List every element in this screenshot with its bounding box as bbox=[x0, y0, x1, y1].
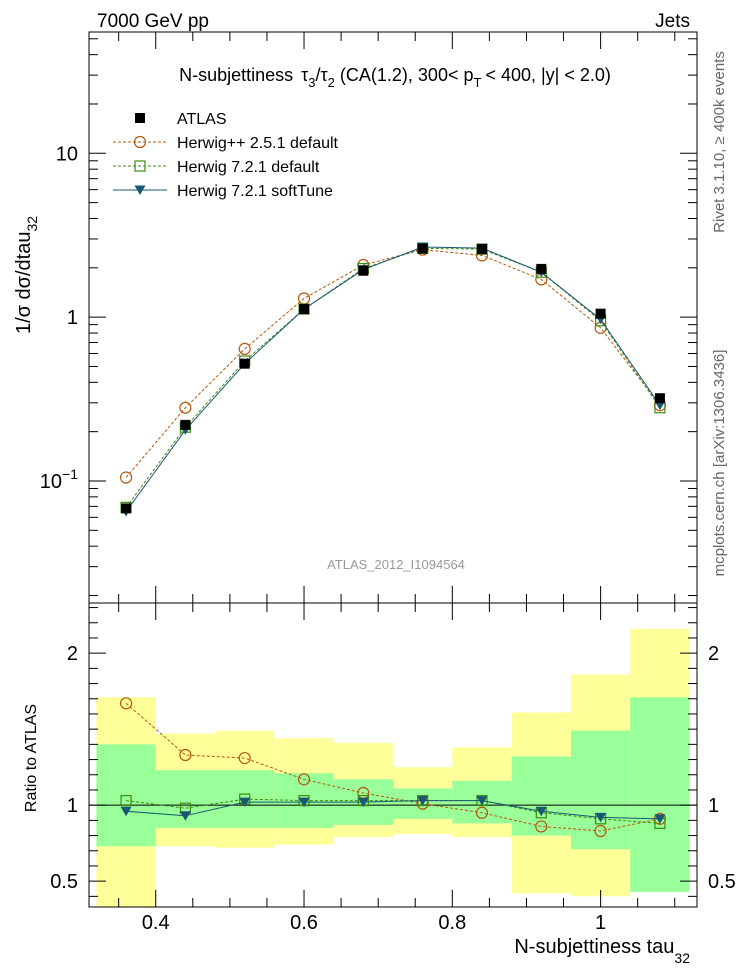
ratio-y-tick-label-left: 0.5 bbox=[50, 871, 78, 893]
ratio-line-herwig-7-2-1-softtune bbox=[126, 800, 660, 820]
x-axis-label: N-subjettiness tau32 bbox=[514, 936, 690, 966]
inner-band-bin bbox=[630, 697, 690, 892]
analysis-watermark: ATLAS_2012_I1094564 bbox=[327, 557, 465, 572]
main-point-atlas bbox=[595, 308, 606, 319]
legend-marker-herwig-2-5-1-default bbox=[133, 135, 147, 149]
legend-marker-herwig-7-2-1-softtune bbox=[134, 185, 146, 195]
ratio-line-herwig-2-5-1-default bbox=[125, 702, 661, 832]
main-y-tick-label: 10 bbox=[56, 143, 78, 165]
energy-label: 7000 GeV pp bbox=[97, 11, 209, 32]
axis-ticks: 10−1 1 10 0.5 0.5 1 1 2 2 0.4 0.6 0.8 1 bbox=[40, 32, 736, 934]
ratio-point-herwig-7-2-1-softtune bbox=[179, 811, 191, 821]
main-point-atlas bbox=[239, 358, 250, 369]
mcplots-reference-label: mcplots.cern.ch [arXiv:1306.3436] bbox=[711, 350, 728, 577]
ratio-y-axis-label: Ratio to ATLAS bbox=[23, 704, 40, 812]
legend-marker-atlas bbox=[135, 113, 145, 123]
ratio-point-herwig-2-5-1-default bbox=[297, 773, 311, 786]
main-point-atlas bbox=[417, 243, 428, 254]
x-tick-label: 0.6 bbox=[290, 912, 318, 934]
ratio-y-tick-label-right: 2 bbox=[708, 643, 719, 665]
ratio-point-herwig-7-2-1-softtune bbox=[595, 812, 607, 823]
ratio-point-herwig-7-2-1-softtune bbox=[535, 806, 547, 817]
y-axis-label: 1/σ dσ/dtau32 bbox=[13, 216, 40, 334]
main-line-herwig-7-2-1-default bbox=[125, 247, 661, 508]
x-tick-label: 1 bbox=[595, 912, 606, 934]
ratio-uncertainty-bands bbox=[96, 628, 690, 907]
ratio-point-herwig-2-5-1-default bbox=[179, 748, 192, 762]
main-point-atlas bbox=[536, 263, 547, 274]
legend: ATLAS Herwig++ 2.5.1 default Herwig 7.2.1 … bbox=[113, 111, 339, 200]
main-point-atlas bbox=[358, 265, 369, 276]
inner-band-bin bbox=[511, 756, 571, 836]
x-tick-label: 0.8 bbox=[438, 912, 466, 934]
main-point-atlas bbox=[180, 419, 191, 430]
main-point-atlas bbox=[299, 304, 310, 315]
main-point-atlas bbox=[654, 393, 665, 404]
ratio-point-herwig-2-5-1-default bbox=[238, 751, 251, 765]
ratio-point-herwig-2-5-1-default bbox=[475, 806, 489, 819]
ratio-point-herwig-7-2-1-softtune bbox=[239, 797, 251, 808]
main-point-herwig-2-5-1-default bbox=[238, 342, 251, 355]
jets-label: Jets bbox=[655, 11, 690, 32]
main-series-group bbox=[119, 242, 667, 517]
legend-label-herwig-7-2-1-default: Herwig 7.2.1 default bbox=[177, 159, 320, 176]
ratio-y-tick-label-right: 0.5 bbox=[708, 871, 736, 893]
rivet-version-label: Rivet 3.1.10, ≥ 400k events bbox=[711, 51, 728, 233]
ratio-point-herwig-2-5-1-default bbox=[535, 820, 548, 833]
ratio-point-herwig-7-2-1-softtune bbox=[298, 797, 310, 808]
ratio-y-tick-label-left: 2 bbox=[67, 643, 78, 665]
ratio-y-tick-label-right: 1 bbox=[708, 795, 719, 817]
main-point-atlas bbox=[121, 503, 132, 514]
main-line-herwig-7-2-1-softtune bbox=[125, 246, 661, 512]
ratio-y-tick-label-left: 1 bbox=[67, 795, 78, 817]
ratio-point-herwig-7-2-1-softtune bbox=[417, 796, 429, 806]
ratio-point-herwig-2-5-1-default bbox=[594, 824, 607, 838]
legend-label-herwig-7-2-1-softtune: Herwig 7.2.1 softTune bbox=[177, 183, 333, 200]
legend-label-herwig-2-5-1-default: Herwig++ 2.5.1 default bbox=[177, 135, 339, 152]
main-y-tick-label: 10−1 bbox=[40, 466, 78, 493]
main-y-tick-label: 1 bbox=[67, 307, 78, 329]
legend-marker-herwig-7-2-1-default bbox=[134, 160, 146, 172]
main-point-herwig-2-5-1-default bbox=[179, 401, 192, 414]
ratio-line-herwig-7-2-1-default bbox=[126, 798, 660, 824]
ratio-point-herwig-7-2-1-softtune bbox=[654, 814, 666, 824]
legend-label-atlas: ATLAS bbox=[177, 111, 227, 128]
ratio-point-herwig-7-2-1-softtune bbox=[476, 796, 488, 806]
chart-title: N-subjettiness τ3/τ2 (CA(1.2), 300< pT < 40… bbox=[179, 65, 611, 90]
ratio-panel-frame bbox=[88, 602, 698, 908]
main-point-atlas bbox=[476, 244, 487, 255]
ratio-point-herwig-7-2-1-softtune bbox=[120, 806, 132, 817]
ratio-series-group bbox=[119, 697, 667, 838]
main-point-herwig-2-5-1-default bbox=[119, 471, 133, 484]
ratio-point-herwig-2-5-1-default bbox=[119, 697, 133, 710]
x-tick-label: 0.4 bbox=[142, 912, 170, 934]
ratio-point-herwig-7-2-1-softtune bbox=[357, 797, 369, 808]
main-line-herwig-2-5-1-default bbox=[125, 249, 661, 478]
ratio-point-herwig-7-2-1-default bbox=[120, 794, 132, 807]
